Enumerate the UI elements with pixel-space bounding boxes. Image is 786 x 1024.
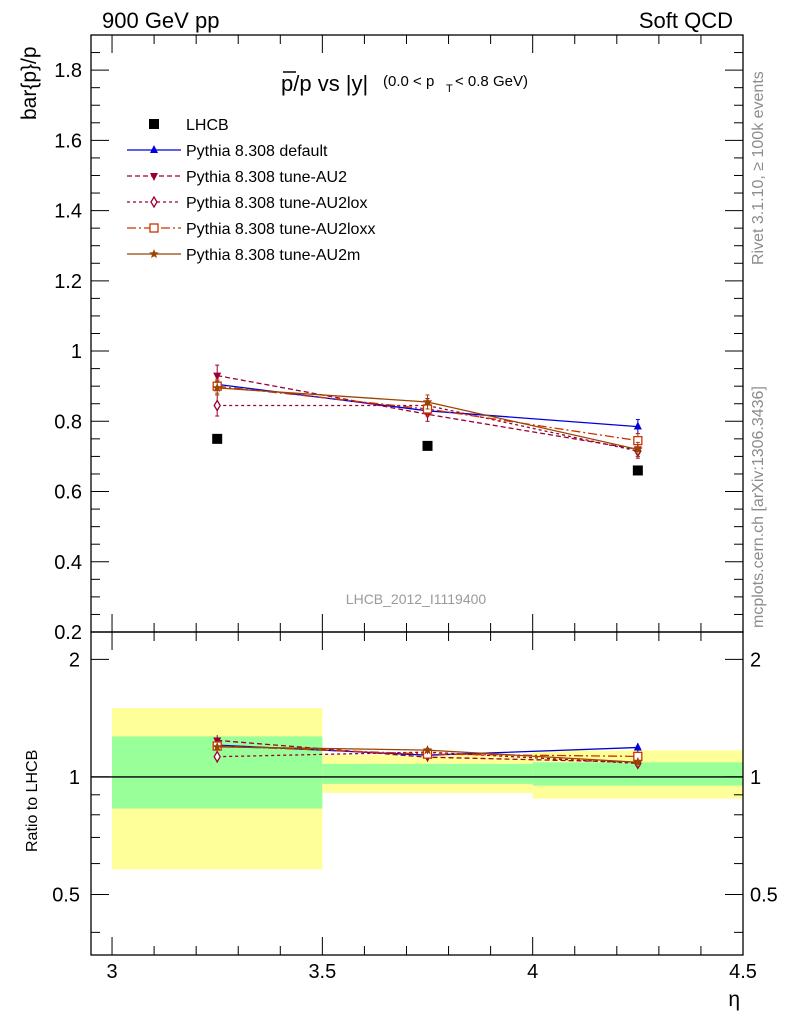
data-point	[633, 444, 643, 454]
rivet-version-label: Rivet 3.1.10, ≥ 100k events	[750, 71, 767, 265]
legend: LHCB Pythia 8.308 default Pythia 8.308 tun…	[127, 117, 375, 264]
ratio-point	[422, 745, 433, 755]
ratio-y-tick-label-right: 0.5	[750, 885, 778, 907]
ratio-point	[633, 742, 642, 751]
title-sub-tail: < 0.8 GeV)	[455, 73, 528, 90]
x-tick-label: 3	[106, 961, 117, 983]
data-point	[213, 399, 221, 412]
title-sub-index: T	[446, 83, 453, 95]
ratio-point	[633, 757, 643, 767]
header-right: Soft QCD	[639, 8, 733, 33]
stat-uncertainty-band	[532, 762, 743, 786]
series-4	[212, 378, 643, 449]
main-y-tick-label: 1.6	[54, 130, 82, 152]
data-point-lhcb	[422, 440, 433, 451]
ratio-point	[213, 750, 221, 763]
data-point	[422, 397, 433, 406]
x-tick-label: 3.5	[308, 961, 336, 983]
ratio-y-axis-label: Ratio to LHCB	[24, 750, 41, 852]
plot-title: p/p vs |y| (0.0 < p T < 0.8 GeV)	[281, 71, 528, 96]
stat-uncertainty-band	[322, 763, 533, 784]
main-y-tick-label: 0.6	[54, 482, 82, 504]
legend-label: Pythia 8.308 tune-AU2loxx	[186, 221, 375, 238]
ratio-y-tick-label-right: 2	[750, 649, 761, 671]
header-left: 900 GeV pp	[102, 8, 219, 33]
legend-marker	[149, 223, 159, 233]
legend-label: Pythia 8.308 tune-AU2lox	[186, 195, 367, 212]
legend-label: Pythia 8.308 tune-AU2	[186, 169, 347, 186]
main-y-tick-label: 1	[71, 341, 82, 363]
ratio-series-5	[212, 741, 643, 767]
data-point	[212, 382, 222, 392]
y-axis-label: bar{p}/p	[18, 46, 41, 120]
source-url-label: mcplots.cern.ch [arXiv:1306.3436]	[750, 386, 767, 628]
legend-marker	[150, 173, 158, 181]
legend-label-lhcb: LHCB	[186, 117, 229, 134]
ratio-panel: 3 3.5 4 4.5 0.5 0.5 1 1 2 2	[52, 631, 778, 983]
ratio-y-tick-label-left: 0.5	[52, 885, 80, 907]
main-y-tick-label: 1.4	[54, 201, 82, 223]
series-5	[212, 380, 643, 457]
main-y-tick-label: 0.8	[54, 411, 82, 433]
x-tick-label: 4	[527, 961, 538, 983]
legend-marker	[149, 249, 159, 258]
main-y-tick-label: 1.2	[54, 271, 82, 293]
data-point-lhcb	[632, 465, 643, 476]
legend-label: Pythia 8.308 tune-AU2m	[186, 247, 360, 264]
data-point	[213, 372, 222, 381]
ratio-y-tick-label-left: 2	[69, 649, 80, 671]
title-main: p/p vs |y|	[281, 71, 368, 96]
legend-marker	[150, 145, 158, 153]
analysis-watermark: LHCB_2012_I1119400	[346, 591, 487, 607]
ratio-y-tick-label-right: 1	[750, 767, 761, 789]
ratio-y-tick-label-left: 1	[69, 767, 80, 789]
ratio-frame	[90, 631, 744, 956]
title-sub: (0.0 < p	[383, 73, 434, 90]
main-series-layer	[212, 364, 643, 476]
main-y-tick-label: 0.4	[54, 552, 82, 574]
main-y-tick-label: 1.8	[54, 60, 82, 82]
x-tick-label: 4.5	[729, 961, 757, 983]
legend-marker-lhcb	[149, 119, 159, 129]
data-point-lhcb	[212, 433, 223, 444]
data-point	[633, 421, 642, 430]
legend-label: Pythia 8.308 default	[186, 143, 328, 160]
x-axis-label: η	[728, 988, 740, 1011]
ratio-series-layer	[212, 735, 643, 770]
main-y-tick-label: 0.2	[54, 622, 82, 644]
series-line	[217, 374, 638, 451]
legend-marker	[150, 195, 158, 209]
ratio-point	[212, 741, 222, 751]
ratio-bands	[112, 708, 743, 870]
